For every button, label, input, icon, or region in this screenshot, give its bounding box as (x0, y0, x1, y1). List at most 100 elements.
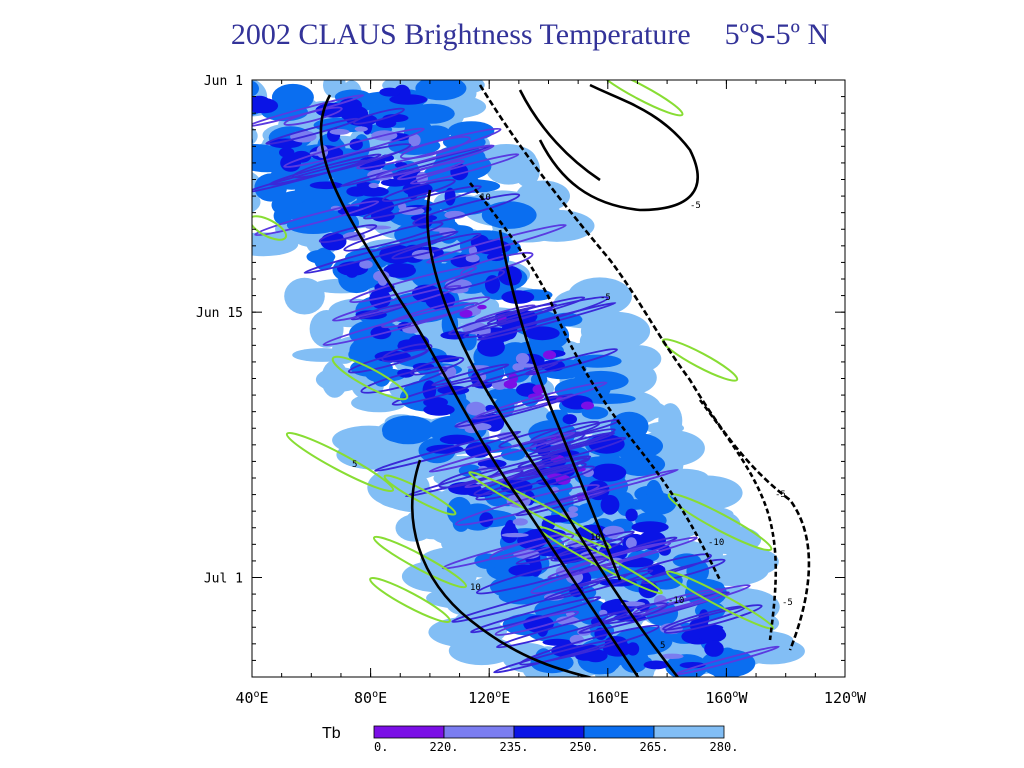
tb-patch (524, 326, 560, 341)
tb-patch (182, 103, 208, 133)
tb-patch (273, 206, 293, 225)
black-contours (319, 83, 811, 677)
tb-patch (315, 367, 364, 392)
black-contour (538, 83, 699, 212)
purple-contour (381, 343, 433, 363)
tb-patch (365, 225, 392, 230)
tb-patch (660, 653, 684, 659)
tb-patch (484, 275, 501, 294)
tb-patch (308, 197, 327, 213)
black-contour (319, 94, 640, 677)
tb-patch (252, 122, 253, 126)
black-contour (468, 182, 722, 581)
purple-contour (399, 135, 471, 160)
purple-contour (451, 580, 601, 623)
legend-label: 250. (570, 740, 599, 754)
tb-patch (159, 121, 216, 139)
purple-contour (431, 363, 510, 387)
purple-contour (343, 221, 444, 252)
tb-patch (329, 128, 350, 135)
x-tick-label: 120oE (468, 689, 510, 707)
purple-contour (391, 232, 482, 260)
purple-contour (291, 143, 412, 179)
tb-patch (309, 181, 343, 190)
tb-patch (477, 459, 507, 469)
contour-label: -10 (708, 538, 724, 548)
tb-patch (402, 181, 433, 196)
legend-swatch (653, 725, 725, 739)
green-contour (252, 215, 288, 241)
tb-patch (738, 638, 805, 665)
tb-patch (439, 434, 475, 445)
tb-patch (469, 628, 498, 665)
tb-patch (542, 638, 573, 646)
purple-contour (252, 94, 365, 128)
purple-contour (547, 536, 698, 579)
tb-patch (704, 640, 724, 657)
purple-contour (517, 455, 592, 478)
tb-patch (503, 379, 518, 389)
green-contour (369, 576, 451, 624)
purple-contour (515, 530, 635, 565)
tb-patch (379, 87, 401, 97)
tb-patch (252, 127, 258, 145)
tb-patch (695, 625, 726, 641)
tb-patch (625, 537, 637, 549)
tb-patch (415, 80, 467, 101)
tb-patch (542, 350, 557, 360)
contour-label: 10 (470, 583, 481, 593)
y-tick-label: Jul 1 (204, 572, 243, 587)
x-tick-label: 160oW (705, 689, 748, 707)
purple-contour (475, 465, 596, 501)
contour-label: 5 (352, 460, 357, 470)
tb-patch (579, 325, 628, 358)
tb-patch (382, 114, 409, 122)
contour-label: 10 (480, 193, 491, 203)
tb-patch (626, 642, 640, 656)
legend-swatch (443, 725, 515, 739)
tb-patch (383, 263, 417, 278)
purple-contour (663, 604, 763, 634)
purple-contour (332, 284, 462, 322)
legend-label: 265. (640, 740, 669, 754)
purple-contour (473, 462, 587, 496)
purple-contour (347, 348, 429, 374)
purple-contour (517, 436, 627, 469)
tb-patch (385, 489, 460, 513)
tb-patch (512, 363, 525, 372)
purple-contour (460, 251, 534, 276)
plot-field: -5 -5 -5 -10 -10 -5 10 10 5 5 10 (159, 80, 811, 677)
y-tick-label: Jun 15 (196, 306, 243, 321)
tb-patch (600, 494, 620, 515)
green-contour (667, 492, 773, 552)
purple-contour (318, 224, 378, 244)
purple-contour (283, 127, 425, 168)
legend-label: 280. (710, 740, 739, 754)
tb-patch (568, 506, 579, 513)
slide-title: 2002 CLAUS Brightness Temperature 5ºS-5º … (0, 18, 1024, 52)
tb-patch (625, 508, 638, 522)
y-axis-ticks: Jun 1 Jun 15 Jul 1 (196, 74, 845, 587)
tb-patch (252, 137, 254, 146)
contour-label: -5 (775, 490, 786, 500)
contour-label: -5 (782, 598, 793, 608)
tb-patch (581, 401, 594, 410)
contour-label: -5 (600, 293, 611, 303)
black-contour (426, 189, 680, 677)
x-tick-label: 160oE (587, 689, 629, 707)
tb-patch (669, 475, 743, 511)
purple-contour (391, 379, 480, 406)
purple-contour (268, 153, 382, 186)
legend-swatch (373, 725, 445, 739)
x-tick-label: 120oW (824, 689, 867, 707)
title-latitude-band: 5ºS-5º N (724, 18, 830, 51)
tb-patch (382, 415, 435, 445)
tb-patch (529, 406, 550, 422)
purple-contour (381, 296, 491, 329)
purple-contour (476, 301, 617, 341)
black-contour (411, 459, 594, 677)
tb-patch (252, 171, 255, 182)
tb-patch (573, 354, 622, 368)
contour-label: -5 (690, 201, 701, 211)
green-contour (383, 474, 457, 516)
